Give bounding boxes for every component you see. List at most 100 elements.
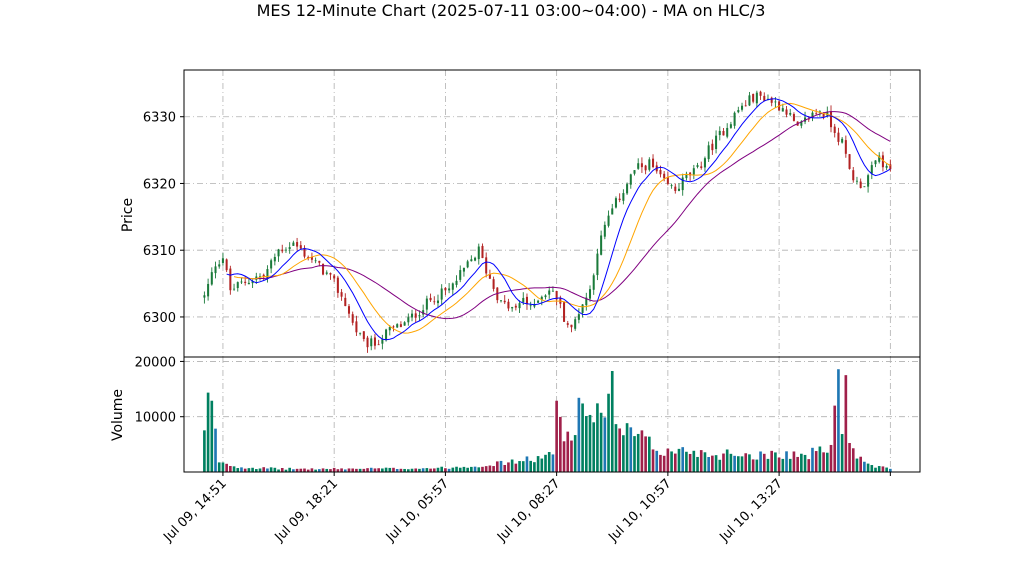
volume-bar bbox=[377, 468, 380, 472]
volume-bar bbox=[736, 456, 740, 472]
candle-body bbox=[759, 91, 762, 96]
volume-bar bbox=[581, 403, 584, 472]
candle-body bbox=[318, 260, 321, 263]
volume-bar bbox=[844, 375, 848, 472]
volume-bar bbox=[325, 468, 329, 472]
volume-bar bbox=[343, 469, 347, 472]
candle-body bbox=[715, 135, 718, 150]
ma-mid-line bbox=[233, 102, 891, 334]
volume-bar bbox=[725, 449, 729, 472]
candle-body bbox=[637, 163, 640, 169]
candle-body bbox=[848, 154, 851, 169]
volume-bar bbox=[243, 468, 247, 472]
candle-body bbox=[355, 321, 358, 333]
candle-body bbox=[670, 185, 673, 187]
candle-body bbox=[748, 95, 751, 106]
candle-body bbox=[429, 297, 432, 301]
volume-bar bbox=[292, 469, 295, 472]
volume-bar bbox=[273, 467, 277, 472]
volume-bar bbox=[432, 468, 436, 472]
candle-body bbox=[885, 165, 888, 168]
volume-bar bbox=[640, 430, 644, 472]
candle-body bbox=[718, 130, 721, 136]
volume-bar bbox=[314, 469, 317, 472]
volume-bar bbox=[803, 454, 807, 472]
volume-bar bbox=[774, 452, 777, 472]
candle-body bbox=[733, 112, 736, 126]
candle-body bbox=[414, 313, 417, 318]
volume-bar bbox=[470, 466, 473, 472]
candle-body bbox=[889, 164, 892, 170]
volume-bar bbox=[610, 370, 614, 472]
candle-body bbox=[781, 108, 784, 112]
price-tick-label: 6300 bbox=[143, 311, 176, 326]
volume-bar bbox=[703, 452, 707, 472]
volume-bar bbox=[863, 461, 866, 472]
volume-bar bbox=[466, 467, 469, 472]
volume-bar bbox=[251, 467, 254, 472]
candle-body bbox=[440, 288, 443, 300]
volume-bar bbox=[358, 468, 362, 472]
volume-bar bbox=[744, 453, 748, 472]
volume-bar bbox=[566, 431, 570, 472]
volume-bar bbox=[318, 469, 321, 472]
candle-body bbox=[789, 112, 792, 115]
x-tick-label: Jul 10, 05:57 bbox=[383, 476, 452, 545]
volume-bar bbox=[766, 458, 770, 472]
volume-bar bbox=[588, 414, 592, 472]
candle-body bbox=[366, 337, 369, 348]
candle-body bbox=[499, 300, 503, 302]
candle-body bbox=[622, 193, 625, 201]
price-tick-label: 6330 bbox=[143, 111, 176, 126]
volume-bar bbox=[711, 455, 714, 472]
candle-body bbox=[347, 306, 351, 314]
candle-body bbox=[833, 126, 836, 133]
volume-bar bbox=[659, 454, 662, 472]
volume-bar bbox=[800, 453, 803, 472]
candle-body bbox=[548, 290, 551, 295]
volume-bar bbox=[266, 468, 269, 472]
candle-body bbox=[681, 177, 684, 191]
candle-body bbox=[855, 180, 858, 182]
volume-bar bbox=[521, 461, 525, 472]
volume-bar bbox=[759, 451, 762, 472]
candle-body bbox=[225, 259, 228, 271]
volume-bar bbox=[688, 453, 692, 472]
candle-body bbox=[273, 256, 276, 262]
candle-body bbox=[344, 297, 347, 307]
volume-bar bbox=[236, 468, 240, 472]
volume-bar bbox=[388, 467, 392, 472]
volume-bar bbox=[781, 458, 785, 472]
candle-body bbox=[233, 288, 236, 290]
candle-body bbox=[407, 317, 410, 323]
candle-body bbox=[258, 276, 262, 278]
volume-bar bbox=[733, 455, 736, 472]
volume-bar bbox=[540, 458, 544, 472]
candle-body bbox=[503, 300, 506, 303]
volume-bar bbox=[332, 467, 336, 472]
candle-body bbox=[433, 301, 436, 303]
candle-body bbox=[351, 314, 354, 323]
candle-body bbox=[711, 143, 714, 151]
candle-body bbox=[277, 249, 280, 257]
volume-bar bbox=[811, 447, 814, 472]
candle-body bbox=[696, 165, 699, 167]
candle-body bbox=[477, 246, 480, 260]
candle-body bbox=[459, 270, 462, 280]
candle-body bbox=[203, 295, 206, 298]
volume-bar bbox=[210, 400, 214, 472]
candle-body bbox=[251, 280, 254, 284]
volume-bar bbox=[499, 460, 503, 472]
volume-bar bbox=[596, 403, 599, 472]
volume-bar bbox=[384, 467, 388, 472]
candle-body bbox=[722, 131, 725, 136]
candle-body bbox=[210, 272, 213, 285]
candle-body bbox=[652, 158, 655, 168]
volume-bar bbox=[269, 467, 273, 472]
candle-body bbox=[626, 184, 629, 194]
candle-body bbox=[370, 338, 373, 347]
volume-bar bbox=[633, 436, 636, 472]
volume-bar bbox=[614, 424, 618, 472]
volume-bar bbox=[729, 453, 733, 472]
volume-bar bbox=[592, 422, 596, 472]
